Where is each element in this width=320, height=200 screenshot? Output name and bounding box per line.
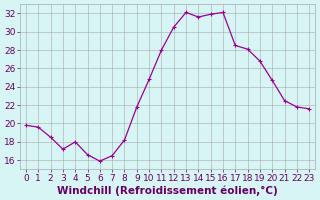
X-axis label: Windchill (Refroidissement éolien,°C): Windchill (Refroidissement éolien,°C): [57, 185, 278, 196]
